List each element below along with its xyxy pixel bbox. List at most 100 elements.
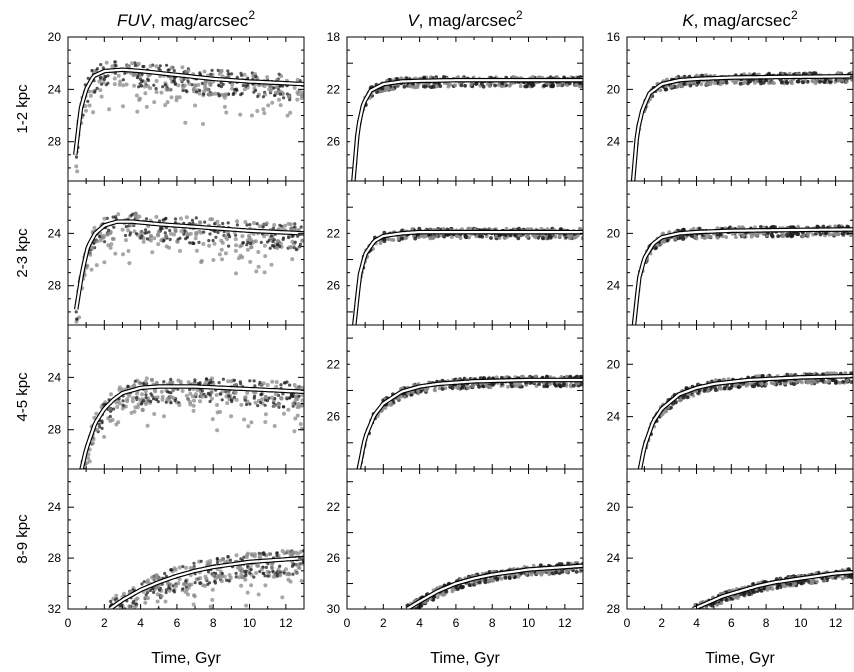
scatter-point <box>517 226 521 231</box>
scatter-point <box>278 103 283 108</box>
scatter-point <box>291 401 296 406</box>
scatter-point <box>83 104 88 108</box>
scatter-point <box>833 224 837 229</box>
scatter-point <box>145 580 150 585</box>
scatter-point <box>286 407 291 412</box>
scatter-point <box>134 93 139 98</box>
scatter-point <box>81 471 85 475</box>
unit-text: , mag/arcsec <box>694 11 792 30</box>
scatter-point <box>115 617 118 620</box>
scatter-point <box>265 75 270 80</box>
scatter-point <box>112 82 117 87</box>
scatter-point <box>269 234 273 238</box>
scatter-point <box>718 232 723 237</box>
x-tick-label: 10 <box>522 616 536 630</box>
scatter-point <box>202 230 206 234</box>
scatter-point <box>675 84 680 89</box>
scatter-point <box>469 82 474 87</box>
scatter-point <box>179 216 183 221</box>
scatter-point <box>228 575 233 580</box>
scatter-point <box>754 233 759 238</box>
panel-frame <box>346 180 584 326</box>
scatter-point <box>140 392 144 397</box>
scatter-point <box>131 396 135 400</box>
scatter-point <box>228 558 233 562</box>
scatter-point <box>386 237 391 242</box>
band-name: V <box>407 11 420 30</box>
scatter-point <box>141 381 145 385</box>
scatter-point <box>278 564 282 568</box>
scatter-point <box>405 610 409 614</box>
scatter-point <box>184 69 189 74</box>
scatter-point <box>467 235 471 240</box>
scatter-point <box>168 228 172 233</box>
scatter-point <box>288 245 293 250</box>
scatter-point <box>281 392 285 396</box>
scatter-point <box>243 395 248 400</box>
scatter-point <box>564 570 569 575</box>
x-tick-label: 0 <box>65 616 72 630</box>
scatter-point <box>106 81 110 85</box>
scatter-point <box>249 245 254 250</box>
scatter-point <box>211 258 216 262</box>
scatter-point <box>423 387 428 392</box>
panel-2-2 <box>637 371 853 469</box>
scatter-point <box>191 241 195 245</box>
scatter-point <box>205 377 209 381</box>
scatter-point <box>165 390 170 394</box>
scatter-point <box>142 65 146 69</box>
scatter-point <box>519 374 524 379</box>
scatter-point <box>796 232 801 237</box>
scatter-point <box>262 111 267 116</box>
scatter-point <box>208 92 213 97</box>
scatter-point <box>135 391 139 396</box>
scatter-point <box>734 235 738 240</box>
scatter-point <box>90 441 95 446</box>
x-tick-label: 6 <box>174 616 181 630</box>
scatter-point <box>530 75 535 79</box>
scatter-point <box>283 223 287 228</box>
scatter-point <box>143 595 148 600</box>
scatter-point <box>813 81 818 86</box>
model-curve-outline <box>352 229 583 325</box>
scatter-point <box>184 89 188 93</box>
scatter-point <box>261 95 265 99</box>
scatter-point <box>477 580 482 585</box>
scatter-point <box>173 227 178 232</box>
scatter-point <box>249 583 254 588</box>
scatter-point <box>245 390 250 395</box>
scatter-point <box>286 577 291 582</box>
scatter-point <box>455 234 459 239</box>
scatter-point <box>114 593 119 598</box>
scatter-point <box>741 234 745 239</box>
scatter-point <box>155 599 160 604</box>
scatter-point <box>235 223 239 227</box>
scatter-point <box>263 583 268 588</box>
scatter-point <box>198 581 202 586</box>
scatter-point <box>293 222 297 226</box>
scatter-point <box>259 240 263 244</box>
scatter-point <box>174 584 178 589</box>
scatter-point <box>90 246 95 250</box>
scatter-point <box>827 232 832 237</box>
scatter-point <box>88 93 93 98</box>
scatter-point <box>95 427 99 432</box>
scatter-point <box>86 456 91 461</box>
scatter-point <box>201 583 205 588</box>
scatter-point <box>495 577 500 582</box>
scatter-point <box>208 604 213 609</box>
scatter-point <box>75 317 79 321</box>
scatter-point <box>121 83 126 88</box>
scatter-point <box>163 599 168 604</box>
scatter-point <box>140 582 144 586</box>
scatter-point <box>213 580 217 584</box>
scatter-point <box>100 426 104 430</box>
model-curve <box>80 385 304 469</box>
scatter-point <box>836 78 841 82</box>
scatter-point <box>298 549 303 554</box>
scatter-point <box>850 77 853 82</box>
scatter-point <box>135 109 140 114</box>
scatter-point <box>767 71 771 76</box>
scatter-point <box>486 579 490 584</box>
scatter-point <box>194 90 199 94</box>
